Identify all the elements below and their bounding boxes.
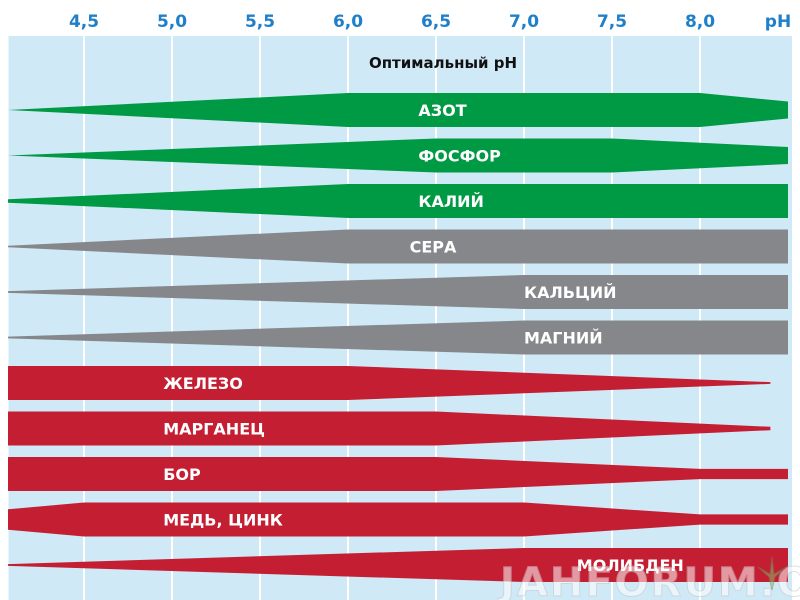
- band-label: ФОСФОР: [418, 147, 501, 166]
- x-tick-label: 7,0: [509, 12, 539, 32]
- leaf-icon: [757, 556, 787, 591]
- band-label: ЖЕЛЕЗО: [163, 374, 243, 393]
- band-9: [8, 457, 788, 491]
- band-11: [8, 548, 788, 582]
- band-label: КАЛИЙ: [418, 192, 484, 211]
- band-8: [8, 411, 771, 446]
- band-3: [8, 184, 788, 218]
- band-label: МАРГАНЕЦ: [163, 420, 265, 439]
- x-axis-unit-label: pH: [765, 12, 791, 32]
- band-6: [8, 320, 788, 355]
- band-7: [8, 366, 771, 400]
- band-1: [8, 93, 788, 127]
- watermark: JAHFORUM.ORG: [497, 560, 800, 600]
- band-10: [8, 502, 788, 537]
- x-tick-label: 4,5: [69, 12, 99, 32]
- chart-title: Оптимальный pH: [369, 54, 517, 72]
- band-label: МЕДЬ, ЦИНК: [163, 511, 283, 530]
- band-label: БОР: [163, 465, 201, 484]
- band-label: СЕРА: [410, 238, 457, 257]
- x-tick-label: 6,0: [333, 12, 363, 32]
- band-4: [8, 229, 788, 264]
- band-label: МОЛИБДЕН: [577, 556, 684, 575]
- x-tick-label: 8,0: [685, 12, 715, 32]
- band-label: АЗОТ: [418, 101, 466, 120]
- band-label: КАЛЬЦИЙ: [524, 283, 617, 302]
- x-tick-label: 5,5: [245, 12, 275, 32]
- x-tick-label: 7,5: [597, 12, 627, 32]
- x-tick-label: 5,0: [157, 12, 187, 32]
- band-label: МАГНИЙ: [524, 329, 603, 348]
- band-5: [8, 275, 788, 309]
- x-tick-label: 6,5: [421, 12, 451, 32]
- band-2: [8, 138, 788, 173]
